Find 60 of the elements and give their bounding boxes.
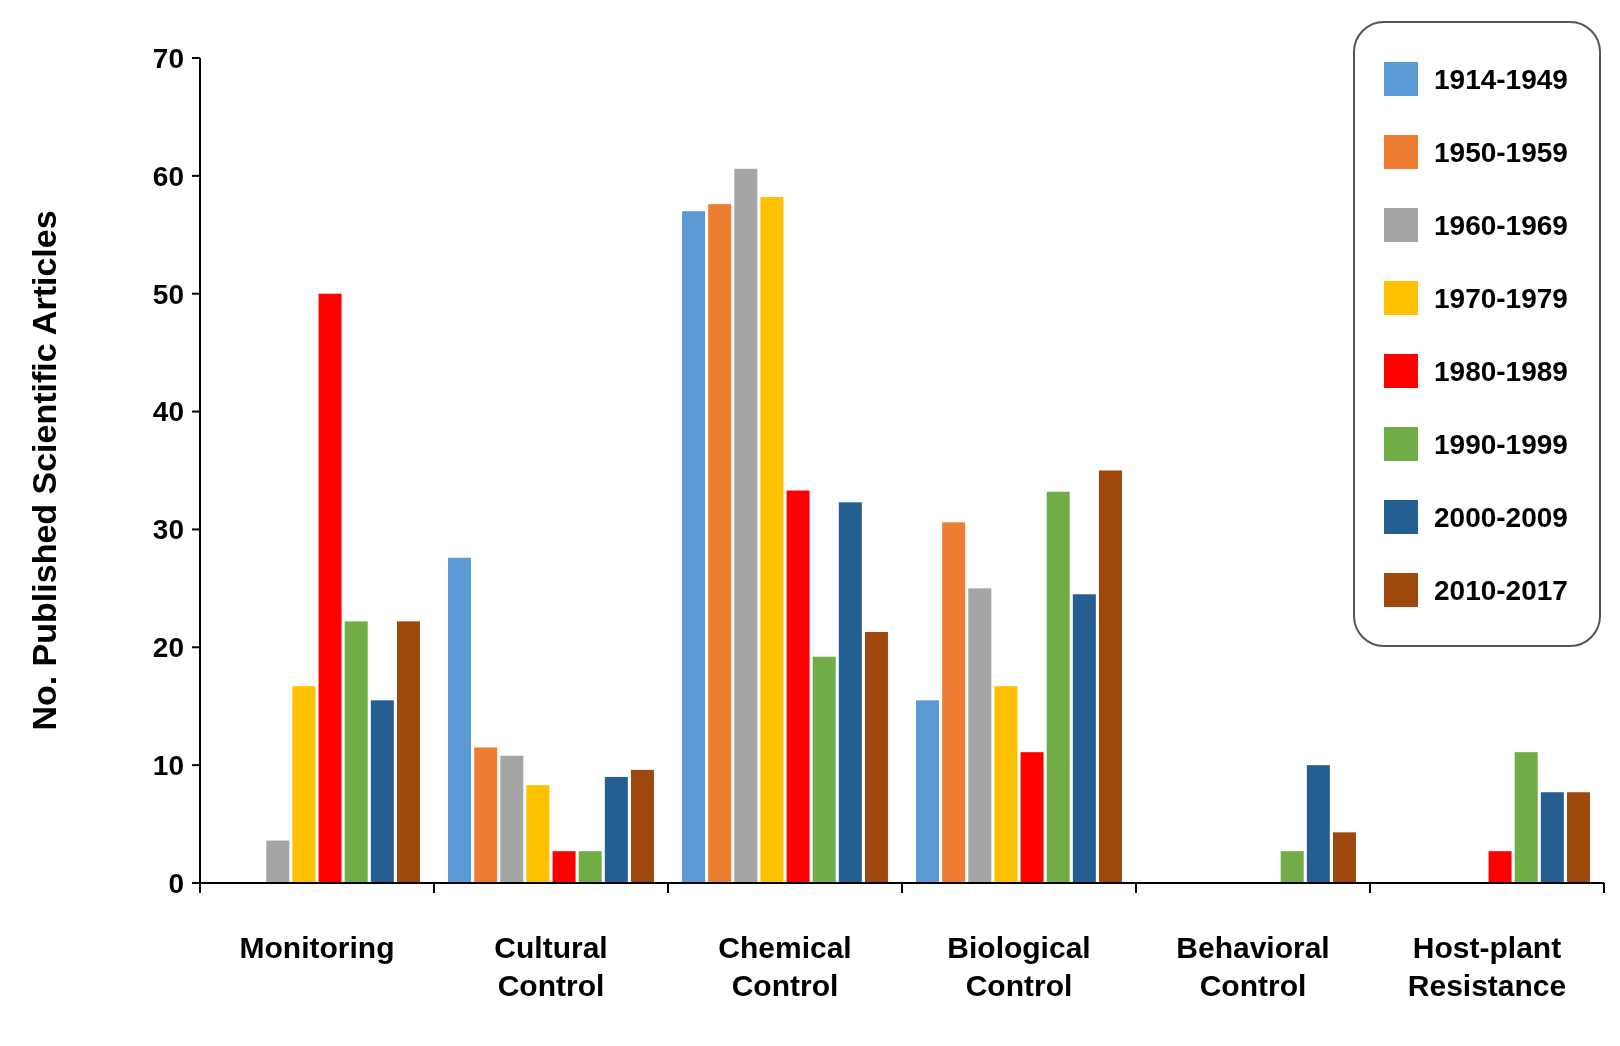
y-tick-label: 20 [152,632,184,664]
bar [344,621,368,883]
bar [1046,491,1070,883]
bar [1306,765,1330,883]
bar [370,700,394,883]
bar [916,700,940,883]
bar [578,851,602,883]
bar [604,776,628,883]
bar [448,557,472,883]
bar [1332,832,1356,883]
legend-label: 1980-1989 [1434,355,1568,387]
y-tick-label: 0 [168,867,184,899]
x-tick-label: Host-plant Resistance [1407,931,1567,1002]
y-tick-label: 70 [152,42,184,74]
bar [1540,792,1564,883]
x-tick-label: Biological Control [947,931,1091,1002]
x-tick-label: Monitoring [239,931,395,964]
y-tick-label: 30 [152,514,184,546]
x-tick-label: Behavioral Control [1176,931,1330,1002]
legend-label: 1914-1949 [1434,63,1568,95]
bar [526,785,550,883]
bar [292,686,316,883]
bar [1514,752,1538,883]
bar [500,755,524,883]
bar [318,293,342,883]
bar [682,211,706,883]
y-tick-label: 10 [152,749,184,781]
legend-label: 2010-2017 [1434,574,1568,606]
bar [1566,792,1590,883]
legend-label: 1990-1999 [1434,428,1568,460]
bar [474,747,498,883]
legend-label: 1950-1959 [1434,136,1568,168]
bar [942,522,966,883]
bar [1098,470,1122,883]
bar [786,490,810,883]
bar [708,204,732,883]
legend-label: 1970-1979 [1434,282,1568,314]
bar [552,851,576,883]
bar [1020,752,1044,883]
bar [760,197,784,883]
y-tick-label: 40 [152,396,184,428]
bar [266,840,290,883]
legend-label: 1960-1969 [1434,209,1568,241]
bar [864,631,888,883]
x-tick-label: Chemical Control [718,931,852,1002]
x-tick-label: Cultural Control [494,931,608,1002]
legend-label: 2000-2009 [1434,501,1568,533]
bar [838,502,862,883]
bar [630,769,654,883]
bar [734,168,758,883]
bar [968,588,992,883]
bar [812,656,836,883]
bar [1280,851,1304,883]
y-tick-label: 50 [152,278,184,310]
bar [994,686,1018,883]
bar [1072,594,1096,883]
y-axis-title: No. Published Scientific Articles [25,210,63,731]
bar [1488,851,1512,883]
bar [396,621,420,883]
y-tick-label: 60 [152,160,184,192]
